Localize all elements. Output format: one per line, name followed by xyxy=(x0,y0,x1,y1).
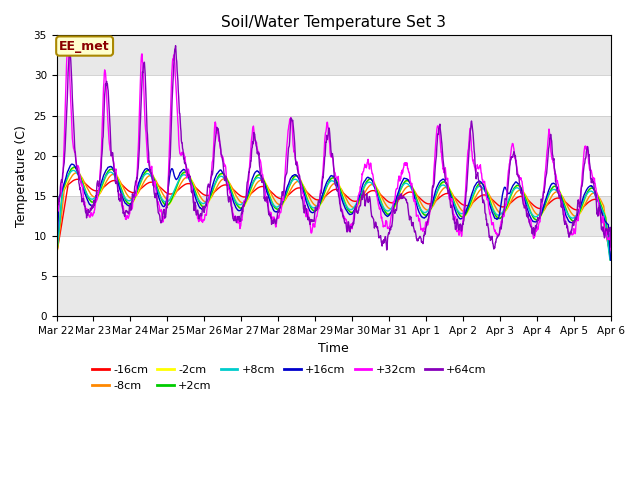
+32cm xyxy=(541,168,549,174)
Line: -16cm: -16cm xyxy=(56,179,611,260)
-8cm xyxy=(607,257,614,263)
Text: EE_met: EE_met xyxy=(60,39,110,52)
+8cm xyxy=(70,168,77,173)
Legend: -16cm, -8cm, -2cm, +2cm, +8cm, +16cm, +32cm, +64cm: -16cm, -8cm, -2cm, +2cm, +8cm, +16cm, +3… xyxy=(88,361,491,395)
-16cm xyxy=(420,199,428,205)
+16cm xyxy=(420,215,428,221)
-16cm xyxy=(177,185,184,191)
+2cm xyxy=(541,201,549,206)
-8cm xyxy=(239,200,246,206)
-8cm xyxy=(73,170,81,176)
-8cm xyxy=(607,257,615,263)
+64cm xyxy=(493,235,500,241)
Title: Soil/Water Temperature Set 3: Soil/Water Temperature Set 3 xyxy=(221,15,446,30)
-16cm xyxy=(493,201,500,206)
-2cm xyxy=(239,205,246,211)
Line: +2cm: +2cm xyxy=(56,167,611,260)
+64cm xyxy=(541,176,549,181)
+16cm xyxy=(541,197,549,203)
+8cm xyxy=(52,251,60,257)
-8cm xyxy=(493,206,500,212)
-2cm xyxy=(420,211,428,217)
+8cm xyxy=(420,210,428,216)
+64cm xyxy=(239,207,246,213)
+16cm xyxy=(239,205,246,211)
Bar xyxy=(56,36,611,75)
+64cm xyxy=(163,204,170,210)
-16cm xyxy=(163,190,171,196)
+8cm xyxy=(163,199,171,205)
+32cm xyxy=(177,151,184,156)
+16cm xyxy=(493,216,500,222)
+32cm xyxy=(420,227,428,233)
+2cm xyxy=(420,212,428,217)
+16cm xyxy=(52,251,60,257)
+2cm xyxy=(52,255,60,261)
Y-axis label: Temperature (C): Temperature (C) xyxy=(15,125,28,227)
Line: +8cm: +8cm xyxy=(56,170,611,260)
+16cm xyxy=(68,161,76,167)
+8cm xyxy=(541,198,549,204)
-2cm xyxy=(163,203,171,208)
Line: -8cm: -8cm xyxy=(56,173,611,260)
+2cm xyxy=(163,202,171,208)
Bar xyxy=(56,276,611,316)
+8cm xyxy=(239,201,246,206)
+8cm xyxy=(606,257,614,263)
-2cm xyxy=(71,165,79,171)
+8cm xyxy=(493,212,500,217)
+64cm xyxy=(607,244,615,250)
-16cm xyxy=(239,194,246,200)
+16cm xyxy=(163,196,171,202)
Line: +16cm: +16cm xyxy=(56,164,611,260)
-16cm xyxy=(74,176,82,182)
+8cm xyxy=(177,175,184,180)
+16cm xyxy=(607,257,614,263)
-8cm xyxy=(541,205,549,211)
+32cm xyxy=(607,247,615,253)
-2cm xyxy=(541,202,549,208)
-16cm xyxy=(541,204,549,209)
Line: +32cm: +32cm xyxy=(56,43,611,260)
-2cm xyxy=(493,213,500,218)
+2cm xyxy=(239,204,246,210)
Line: -2cm: -2cm xyxy=(56,168,611,260)
-16cm xyxy=(52,252,60,257)
-8cm xyxy=(163,196,171,202)
-2cm xyxy=(607,257,615,263)
Bar xyxy=(56,116,611,156)
-2cm xyxy=(52,255,60,261)
+32cm xyxy=(163,201,171,206)
+32cm xyxy=(493,231,500,237)
-2cm xyxy=(177,176,184,182)
-2cm xyxy=(607,257,614,263)
+2cm xyxy=(70,164,78,170)
+16cm xyxy=(177,170,184,176)
-8cm xyxy=(177,182,184,188)
X-axis label: Time: Time xyxy=(318,342,349,355)
+64cm xyxy=(420,233,428,239)
+32cm xyxy=(239,214,246,220)
+64cm xyxy=(177,118,184,123)
-8cm xyxy=(52,254,60,260)
+32cm xyxy=(64,40,72,46)
+2cm xyxy=(607,257,615,263)
+2cm xyxy=(177,174,184,180)
+2cm xyxy=(606,257,614,263)
+2cm xyxy=(493,214,500,220)
-8cm xyxy=(420,205,428,211)
+64cm xyxy=(172,43,179,48)
Bar xyxy=(56,196,611,236)
-16cm xyxy=(607,257,615,263)
Line: +64cm: +64cm xyxy=(56,46,611,260)
+32cm xyxy=(52,257,60,263)
+16cm xyxy=(607,257,615,263)
+8cm xyxy=(607,257,615,263)
+64cm xyxy=(52,257,60,263)
